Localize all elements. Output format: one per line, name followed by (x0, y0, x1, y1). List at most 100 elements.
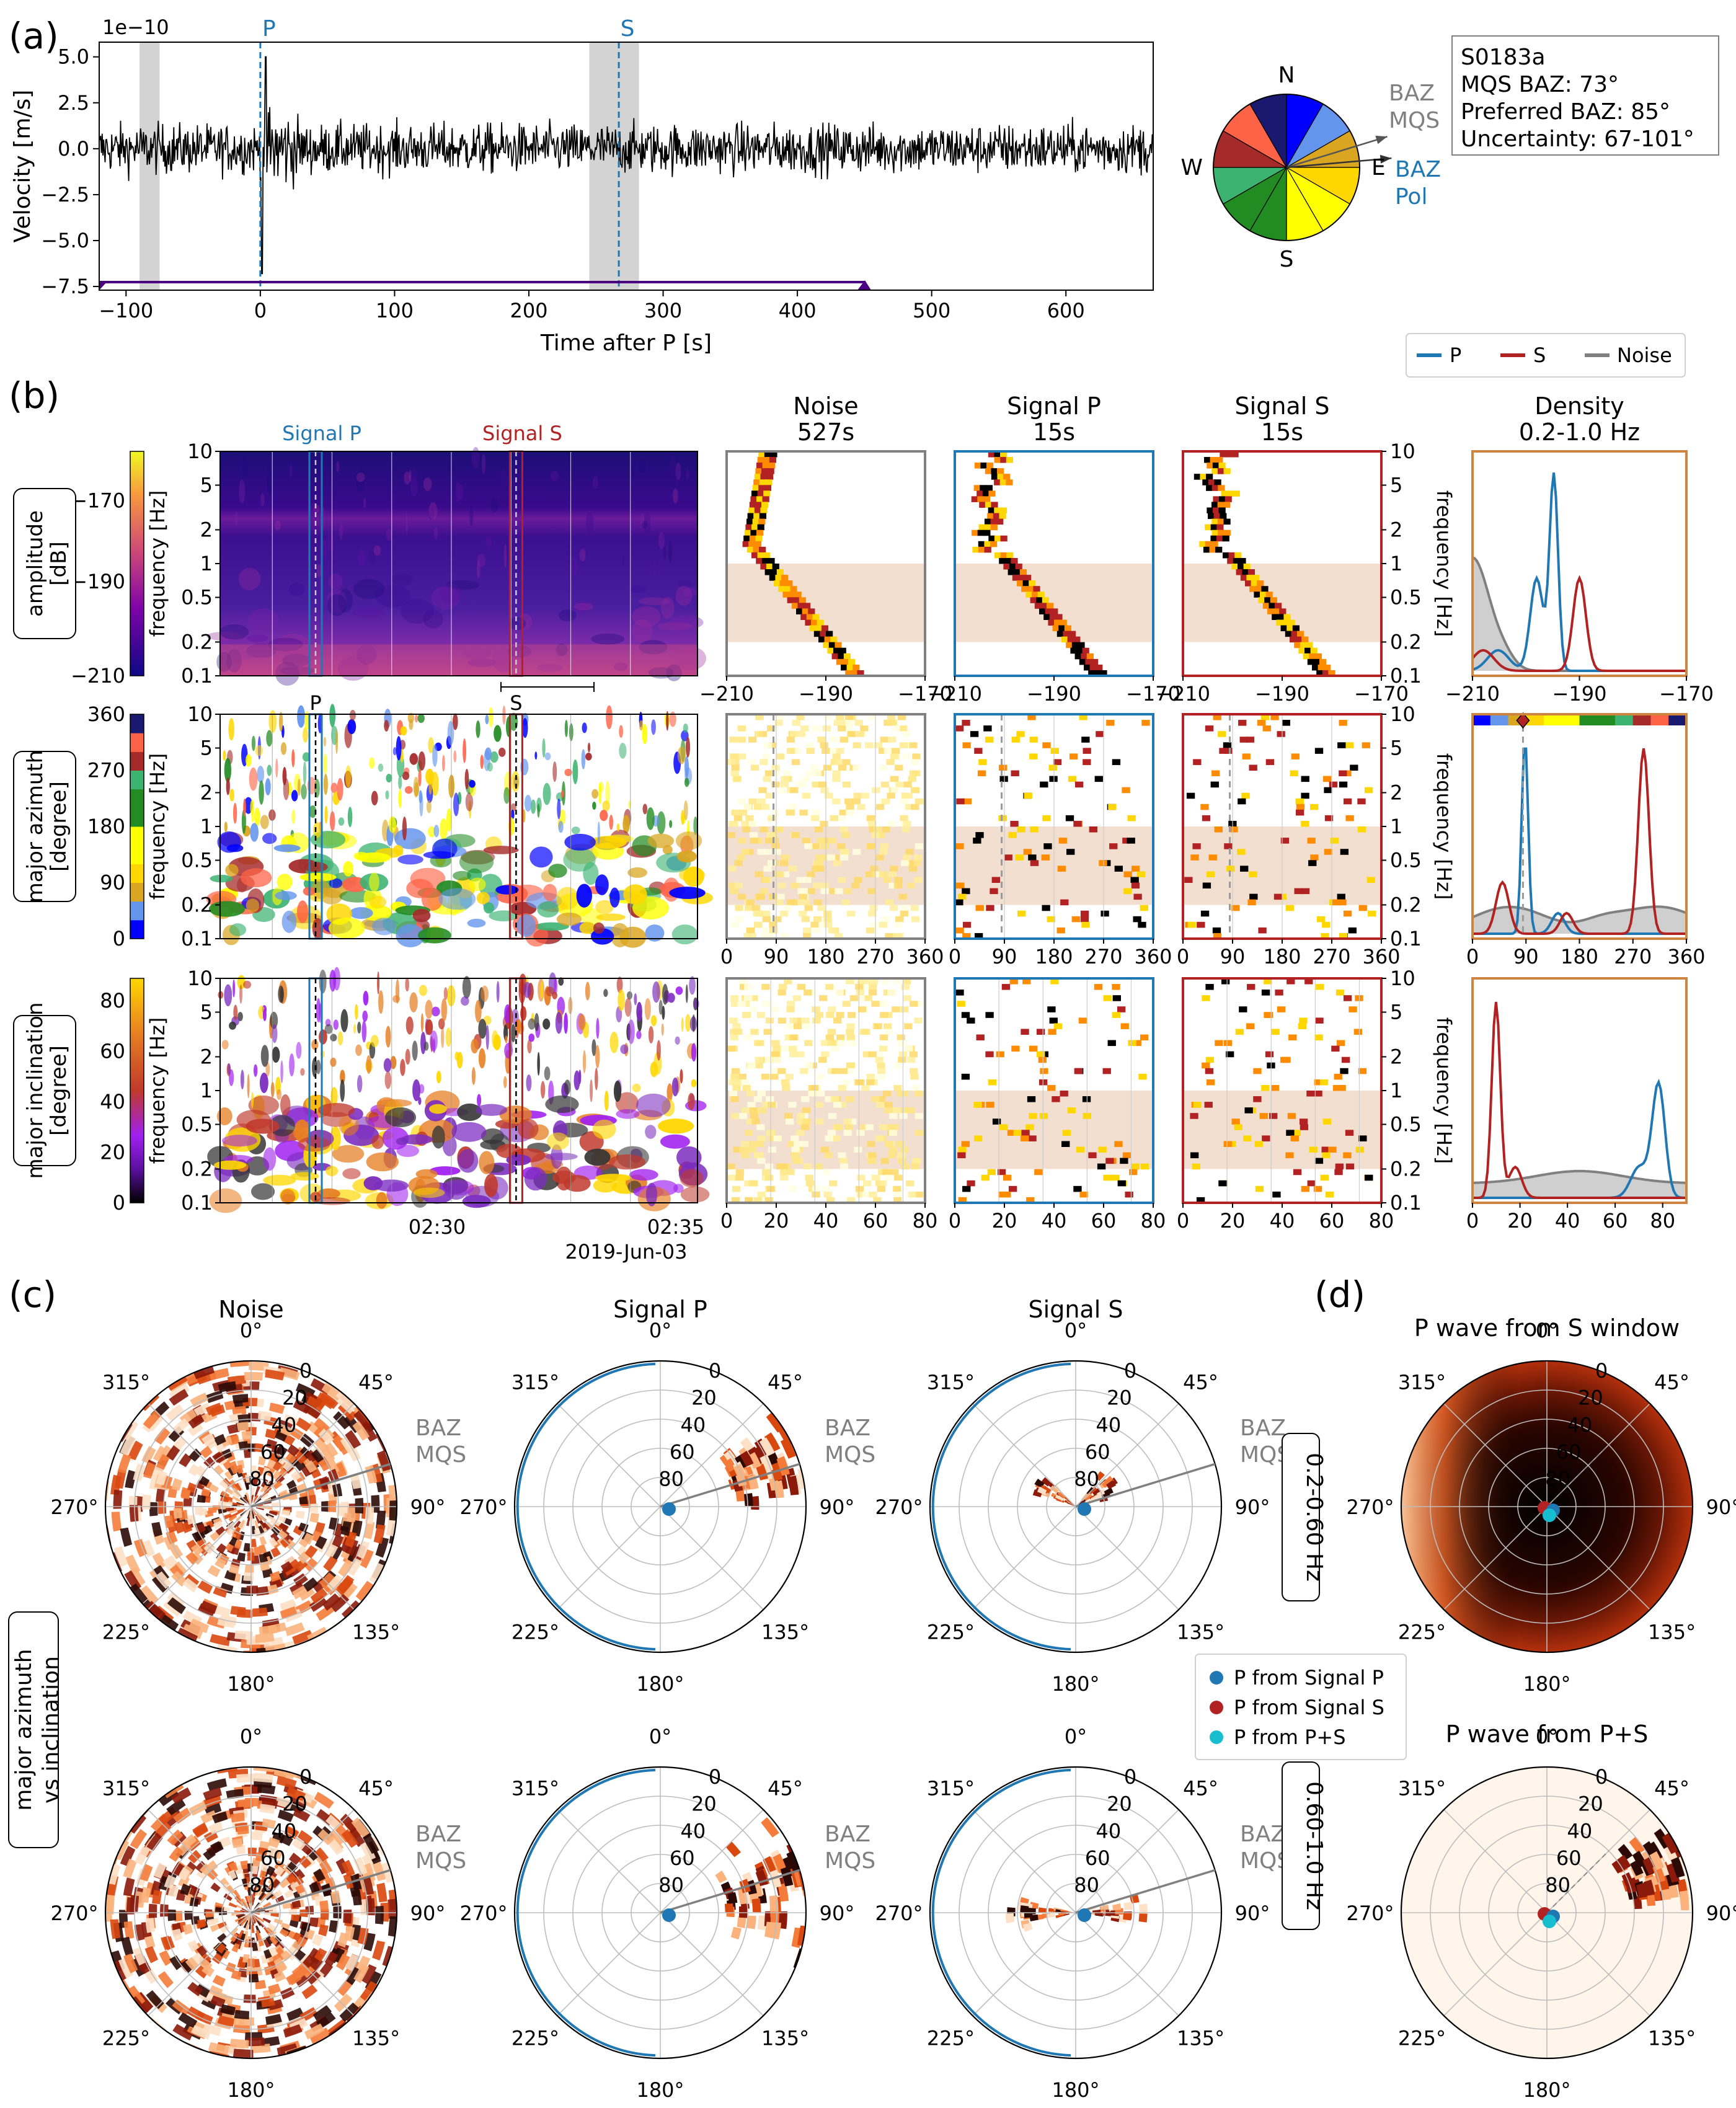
histogram-cell (751, 490, 759, 497)
histogram-cell (799, 888, 808, 895)
histogram-cell (797, 603, 805, 609)
histogram-cell (1011, 557, 1018, 564)
baz-label-2: MQS (825, 1848, 875, 1874)
polar-cell (251, 1510, 255, 1519)
hist-xtick-label: −170 (1354, 682, 1409, 706)
histogram-cell (1103, 995, 1112, 1001)
azimuth-strip (1579, 714, 1598, 725)
polar-cell (151, 1575, 169, 1593)
histogram-cell (763, 1029, 772, 1035)
histogram-cell (1205, 1068, 1214, 1074)
histogram-cell (1203, 546, 1211, 553)
polar-angle-label: 180° (636, 2078, 684, 2102)
density-noise (1472, 905, 1687, 924)
spectrogram-blob (332, 1145, 365, 1163)
spectrogram-blob (333, 1019, 339, 1030)
freq-tick-label: 0.2 (181, 893, 213, 917)
polar-cell (274, 1866, 285, 1877)
spectrogram-blob (691, 1043, 697, 1062)
spectrogram-blob (433, 825, 440, 838)
spectrogram-blob (246, 754, 252, 767)
spectrogram-blob (476, 892, 490, 905)
histogram-cell (900, 1146, 908, 1153)
histogram-cell (884, 1023, 892, 1029)
histogram-cell (782, 770, 792, 777)
histogram-cell (779, 580, 787, 587)
polar-cell (295, 1510, 305, 1519)
polar-cell (169, 1389, 189, 1406)
hist-xtick-label: −170 (898, 682, 952, 706)
spectrogram-blob (544, 752, 551, 761)
histogram-cell (1223, 468, 1231, 474)
polar-cell (188, 1463, 200, 1476)
spectrogram-blob (436, 1071, 441, 1084)
polar-cell (167, 1884, 179, 1898)
spectrogram-blob (595, 874, 609, 895)
polar-cell (262, 1918, 271, 1924)
polar-cell (254, 1546, 262, 1556)
spectrogram-blob (582, 722, 587, 733)
spectrogram-blob (404, 786, 413, 794)
histogram-cell (888, 1130, 898, 1136)
histogram-cell (970, 731, 979, 737)
histogram-cell (1291, 631, 1298, 637)
spectrogram-blob (451, 1122, 487, 1142)
polar-cell (293, 1399, 311, 1414)
density-xtick-label: −170 (1659, 682, 1714, 706)
spectrogram-blob (632, 606, 661, 627)
polar-cell (198, 1508, 208, 1517)
histogram-cell (1246, 1023, 1255, 1029)
histogram-cell (999, 479, 1007, 485)
polar-radial-label: 60 (260, 1846, 286, 1870)
histogram-cell (768, 815, 776, 822)
histogram-cell (880, 737, 888, 743)
histogram-cell (771, 770, 780, 777)
polar-cell (1038, 1907, 1047, 1913)
histogram-cell (1047, 1006, 1056, 1012)
histogram-cell (760, 474, 768, 480)
spectrogram-blob (452, 713, 458, 730)
histogram-cell (1249, 871, 1257, 877)
histogram-cell (756, 1124, 765, 1130)
info-event: S0183a (1461, 45, 1546, 70)
polar-cell (225, 1507, 234, 1512)
polar-cell (376, 1882, 388, 1903)
spectrogram-blob (209, 1188, 242, 1213)
histogram-cell (1027, 1096, 1036, 1102)
polar-cell (232, 1394, 249, 1404)
histogram-cell (1262, 603, 1270, 609)
histogram-cell (797, 731, 806, 737)
spectrogram-blob (221, 1040, 229, 1050)
azimuth-strip (1526, 714, 1544, 725)
histogram-cell (766, 1096, 774, 1102)
polar-frame (929, 1360, 1223, 1654)
spectrogram-blob (523, 981, 531, 998)
histogram-cell (760, 564, 768, 570)
histogram-cell (1218, 529, 1225, 536)
spectrogram-blob (259, 780, 264, 805)
polar-cell (149, 1502, 158, 1517)
spectrogram-blob (238, 568, 261, 590)
spectrogram-blob (394, 828, 426, 849)
spectrogram-blob (275, 758, 278, 778)
histogram-cell (1247, 569, 1255, 575)
histogram-cell (1010, 820, 1019, 827)
histogram-cell (789, 866, 797, 872)
polar-radial-label: 80 (249, 1873, 275, 1897)
polar-plot: 0°45°90°135°180°225°270°315° 020406080BAZ… (875, 1725, 1291, 2102)
histogram-cell (764, 1163, 773, 1170)
spectrogram-blob (363, 991, 369, 1006)
histogram-cell (832, 753, 841, 760)
spectrogram-blob (459, 850, 494, 874)
polar-cell (244, 1371, 264, 1381)
polar-angle-label: 45° (1654, 1370, 1690, 1394)
azimuth-strip (1632, 714, 1651, 725)
histogram-cell (1213, 714, 1221, 720)
polar-cell (252, 1496, 256, 1504)
spectrogram-blob (666, 664, 682, 681)
spectrogram-blob (366, 1055, 372, 1074)
spectrogram-blob (398, 775, 402, 789)
histogram-cell (991, 502, 998, 508)
histogram-cell (868, 1158, 877, 1164)
time-tick: 02:35 (647, 1215, 704, 1239)
